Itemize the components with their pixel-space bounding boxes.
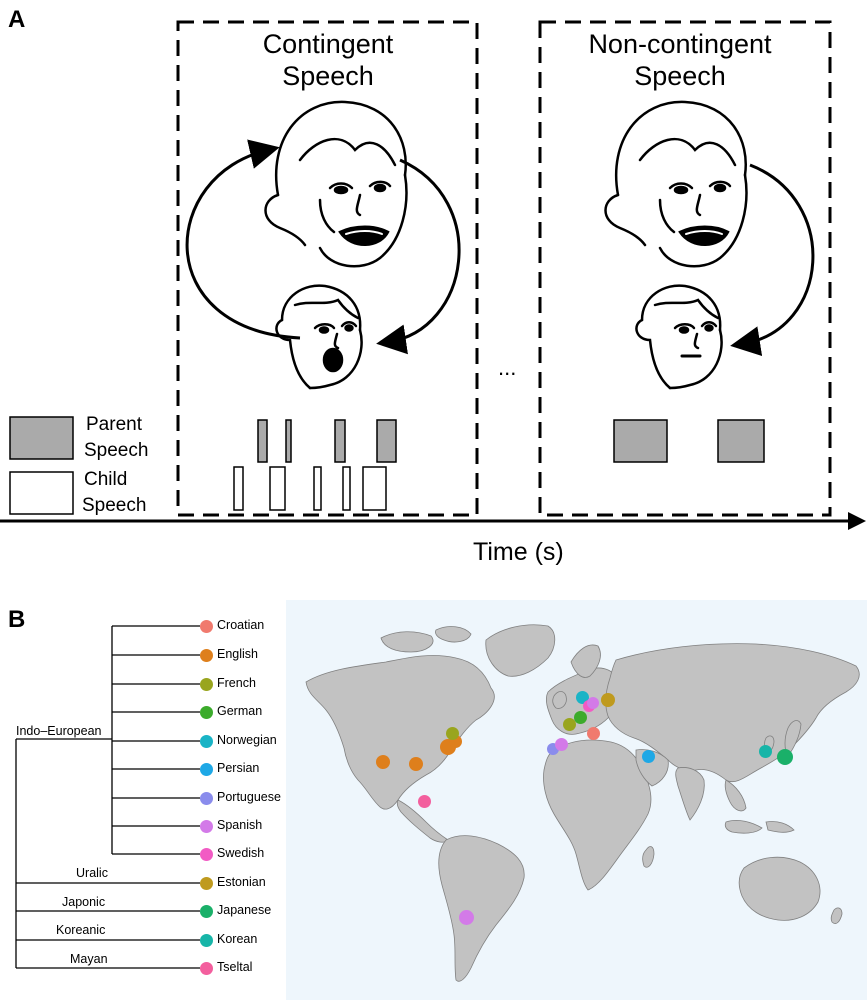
map-dot-french xyxy=(445,726,459,740)
time-axis-label: Time (s) xyxy=(473,538,564,566)
map-dot-french xyxy=(562,717,576,731)
language-name-korean: Korean xyxy=(217,932,258,946)
language-dot-german xyxy=(200,706,213,719)
language-dot-english xyxy=(200,649,213,662)
map-dot-spanish xyxy=(458,909,474,925)
map-dot-persian xyxy=(641,749,655,763)
parent-face-noncontingent xyxy=(604,100,748,268)
family-japonic: Japonic xyxy=(62,895,106,909)
panel-b-label: B xyxy=(8,606,26,633)
language-tree xyxy=(15,625,200,969)
legend-parent-swatch xyxy=(9,416,74,460)
map-dot-tseltal xyxy=(417,794,431,808)
map-dot-german xyxy=(573,710,587,724)
language-name-persian: Persian xyxy=(217,761,260,775)
time-axis-arrowhead xyxy=(848,512,866,530)
child-face-contingent xyxy=(275,284,363,390)
language-dot-croatian xyxy=(200,620,213,633)
noncontingent-arrow xyxy=(730,163,815,356)
legend-parent-line1: Parent xyxy=(86,414,142,435)
family-indo-european: Indo–European xyxy=(16,724,102,738)
noncontingent-parent-bars xyxy=(613,419,765,463)
parent-face-contingent xyxy=(264,100,408,268)
child-face-noncontingent xyxy=(635,284,723,390)
land-masses xyxy=(305,624,860,982)
map-dot-japanese xyxy=(777,749,793,765)
map-dot-korean xyxy=(758,744,772,758)
language-name-japanese: Japanese xyxy=(217,903,272,917)
map-dot-english xyxy=(409,757,423,771)
family-mayan: Mayan xyxy=(70,952,108,966)
language-dot-persian xyxy=(200,763,213,776)
language-dot-swedish xyxy=(200,848,213,861)
language-name-portuguese: Portuguese xyxy=(217,790,281,804)
noncontingent-title-line1: Non-contingent xyxy=(588,29,772,59)
language-name-german: German xyxy=(217,704,263,718)
contingent-arrow-right xyxy=(376,158,461,355)
language-dot-portuguese xyxy=(200,792,213,805)
contingent-child-bars xyxy=(233,466,387,511)
language-dot-norwegian xyxy=(200,735,213,748)
map-dot-spanish xyxy=(554,737,568,751)
contingent-box xyxy=(176,20,479,517)
legend-child-line1: Child xyxy=(84,469,128,490)
language-dot-estonian xyxy=(200,877,213,890)
language-name-french: French xyxy=(217,676,256,690)
world-map xyxy=(286,600,867,1000)
language-dot-tseltal xyxy=(200,962,213,975)
panel-a-label: A xyxy=(8,6,26,33)
noncontingent-box xyxy=(538,20,832,517)
language-name-norwegian: Norwegian xyxy=(217,733,277,747)
language-name-estonian: Estonian xyxy=(217,875,266,889)
contingent-arrow-left xyxy=(185,139,301,340)
legend-parent-line2: Speech xyxy=(84,440,149,461)
noncontingent-title-line2: Speech xyxy=(634,61,726,91)
map-dot-croatian xyxy=(586,726,600,740)
map-dot-spanish xyxy=(587,697,599,709)
language-name-spanish: Spanish xyxy=(217,818,263,832)
ellipsis: ... xyxy=(498,355,517,380)
language-dot-french xyxy=(200,678,213,691)
language-dot-spanish xyxy=(200,820,213,833)
language-name-tseltal: Tseltal xyxy=(217,960,253,974)
map-dot-english xyxy=(376,755,390,769)
legend-child-swatch xyxy=(9,471,74,515)
contingent-title-line1: Contingent xyxy=(262,29,394,59)
language-dot-korean xyxy=(200,934,213,947)
contingent-parent-bars xyxy=(257,419,397,463)
language-name-english: English xyxy=(217,647,258,661)
language-dot-japanese xyxy=(200,905,213,918)
language-name-croatian: Croatian xyxy=(217,618,265,632)
family-uralic: Uralic xyxy=(76,866,108,880)
panel-a-diagram xyxy=(0,20,866,530)
map-dot-estonian xyxy=(601,693,615,707)
contingent-title-line2: Speech xyxy=(282,61,374,91)
language-name-swedish: Swedish xyxy=(217,846,265,860)
legend-child-line2: Speech xyxy=(82,495,147,516)
family-koreanic: Koreanic xyxy=(56,923,106,937)
